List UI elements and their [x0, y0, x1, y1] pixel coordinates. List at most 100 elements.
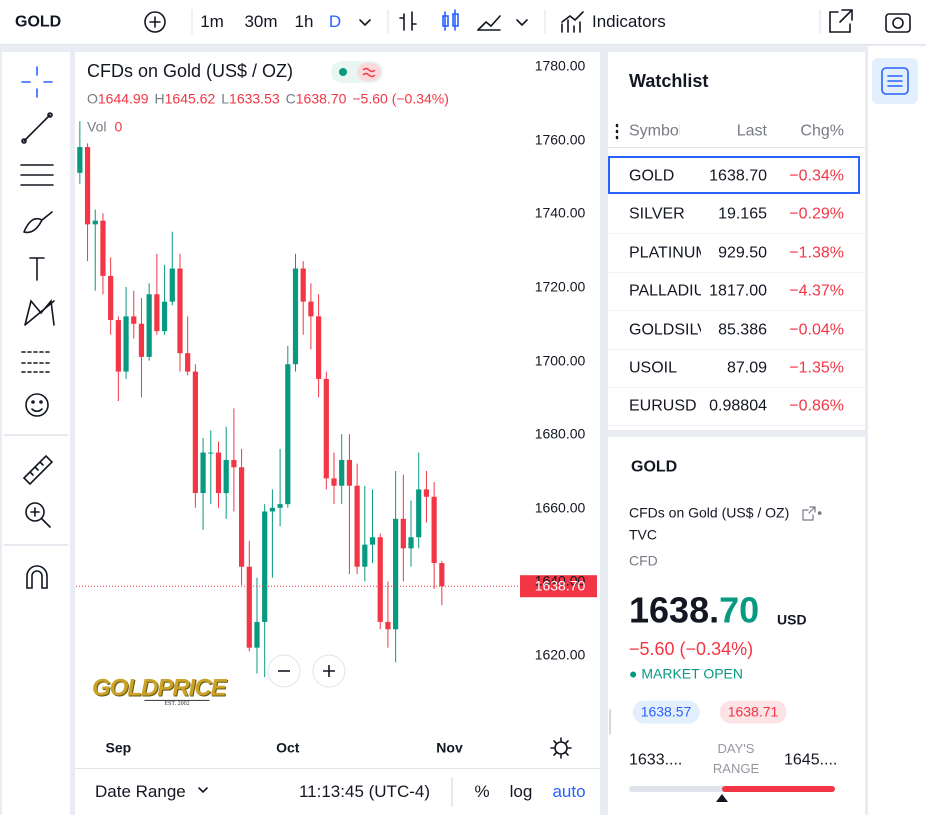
range-label: RANGE: [712, 761, 760, 777]
log-toggle[interactable]: log: [509, 781, 533, 801]
candle-body: [108, 275, 114, 321]
interval[interactable]: D: [328, 11, 342, 31]
day-range-bar: [629, 786, 835, 802]
candle-body: [208, 452, 214, 454]
candle-body: [115, 320, 121, 372]
row-last[interactable]: 1638.70: [709, 167, 767, 185]
candle-body: [362, 544, 368, 567]
row-change[interactable]: −1.35%: [789, 359, 844, 377]
row-symbol[interactable]: GOLD: [629, 167, 675, 185]
volume-value: 0: [114, 118, 123, 135]
candle-body: [269, 507, 275, 512]
row-last[interactable]: 19.165: [718, 205, 767, 223]
tool-column: [2, 52, 70, 815]
candle-body: [354, 485, 360, 567]
candle-body: [215, 452, 222, 494]
y-tick-label: 1740.00: [534, 204, 586, 221]
candle-body: [200, 452, 206, 494]
day-high: 1645....: [784, 751, 838, 769]
range-fill: [722, 786, 835, 792]
candle-body: [192, 371, 198, 494]
candle-body: [138, 323, 145, 357]
interval[interactable]: 30m: [244, 11, 278, 31]
row-change[interactable]: −1.38%: [789, 244, 844, 262]
legend-o_label: O: [87, 90, 98, 107]
date-range-button[interactable]: Date Range: [95, 781, 186, 801]
clock: 11:13:45 (UTC-4): [298, 781, 430, 801]
row-divider: [608, 233, 865, 235]
candle-body: [385, 621, 391, 630]
row-divider: [608, 310, 865, 312]
row-symbol[interactable]: PLATINUM: [629, 244, 701, 262]
candle-body: [254, 621, 260, 648]
watchlist-panel: [608, 52, 865, 431]
candle-body: [439, 563, 445, 587]
y-tick-label: 1640.00: [534, 573, 586, 590]
watchlist-title: Watchlist: [629, 71, 709, 92]
separator: •: [817, 504, 823, 521]
y-tick-label: 1680.00: [534, 425, 586, 442]
row-change[interactable]: −0.29%: [789, 205, 844, 223]
column-header: Symbol: [629, 122, 680, 140]
interval[interactable]: 1h: [294, 11, 314, 31]
indicators-button[interactable]: Indicators: [592, 11, 666, 31]
last-price-box: [520, 575, 597, 598]
detail-symbol: GOLD: [631, 458, 678, 476]
last-price-label: 1638.70: [534, 577, 586, 594]
exchange: TVC: [629, 526, 657, 543]
row-symbol[interactable]: PALLADIUM: [629, 282, 701, 300]
candle-body: [238, 467, 245, 567]
bid-pill: 1638.57: [632, 700, 700, 724]
candle-body: [369, 537, 376, 545]
column-header: Chg%: [800, 122, 844, 140]
row-divider: [608, 425, 865, 427]
detail-price: 1638.70: [629, 588, 759, 631]
candle-body: [262, 511, 268, 622]
candle-body: [277, 504, 283, 508]
logo: GOLDPRICE: [92, 674, 227, 702]
status-text: MARKET OPEN: [641, 665, 744, 682]
candle-body: [246, 566, 252, 648]
price-main: 1638.: [629, 589, 720, 631]
legend-h_label: H: [154, 90, 165, 107]
row-change[interactable]: −0.34%: [789, 167, 844, 185]
row-change[interactable]: −4.37%: [789, 282, 844, 300]
candle-body: [84, 147, 91, 225]
candle-body: [416, 489, 422, 538]
detail-description: CFDs on Gold (US$ / OZ) •: [629, 505, 822, 522]
auto-toggle[interactable]: auto: [552, 781, 586, 801]
row-last[interactable]: 0.98804: [709, 397, 767, 415]
y-tick-label: 1700.00: [534, 352, 586, 369]
row-last[interactable]: 85.386: [718, 321, 767, 338]
y-tick-label: 1620.00: [534, 646, 586, 663]
interval[interactable]: 1m: [200, 11, 224, 31]
description: CFDs on Gold (US$ / OZ): [629, 504, 790, 521]
candle-body: [131, 316, 137, 324]
candle-body: [323, 378, 329, 479]
legend-o: 1644.99: [97, 90, 149, 107]
row-symbol[interactable]: EURUSD: [629, 397, 697, 415]
legend-c_label: C: [285, 90, 296, 107]
legend-change: −5.60 (−0.34%): [352, 90, 449, 107]
legend-c: 1638.70: [295, 90, 347, 107]
symbol[interactable]: GOLD: [15, 13, 62, 31]
detail-panel: [608, 437, 865, 815]
candle-body: [77, 147, 83, 173]
row-symbol[interactable]: GOLDSILVER: [629, 321, 701, 338]
candle-body: [223, 459, 229, 494]
row-symbol[interactable]: SILVER: [629, 205, 685, 223]
x-tick-label: Oct: [276, 739, 300, 756]
selected-row[interactable]: [608, 156, 860, 194]
row-last[interactable]: 87.09: [726, 359, 767, 377]
row-last[interactable]: 929.50: [718, 244, 767, 262]
volume: Vol 0: [87, 119, 122, 136]
market-status: ● MARKET OPEN: [629, 666, 743, 683]
candle-body: [308, 301, 314, 317]
percent-toggle[interactable]: %: [474, 781, 490, 801]
candle-body: [400, 518, 406, 549]
row-change[interactable]: −0.04%: [789, 321, 844, 338]
row-change[interactable]: −0.86%: [789, 397, 844, 415]
row-symbol[interactable]: USOIL: [629, 359, 678, 377]
row-last[interactable]: 1817.00: [709, 282, 767, 300]
